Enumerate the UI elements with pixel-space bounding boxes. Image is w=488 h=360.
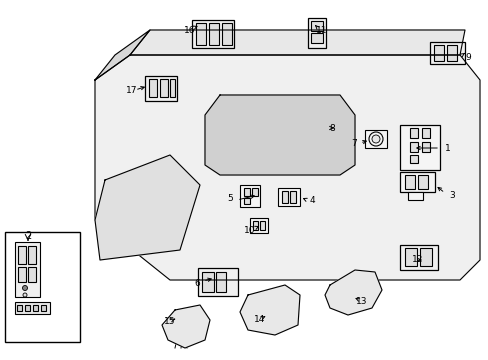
Bar <box>249 218 267 233</box>
Bar <box>17 305 22 311</box>
Bar <box>28 246 36 264</box>
Text: 4: 4 <box>308 195 314 204</box>
Bar <box>409 128 417 138</box>
Bar <box>192 20 234 48</box>
Circle shape <box>267 308 275 316</box>
Bar <box>421 142 429 152</box>
Text: 14: 14 <box>254 315 265 324</box>
Bar <box>399 172 434 192</box>
Bar <box>409 142 417 152</box>
Text: 8: 8 <box>328 123 334 132</box>
Polygon shape <box>95 155 200 260</box>
Bar <box>310 33 323 43</box>
Bar <box>278 188 299 206</box>
Bar <box>5 232 80 342</box>
Polygon shape <box>130 30 464 55</box>
Bar <box>33 305 38 311</box>
Bar <box>429 42 464 64</box>
Bar <box>25 305 30 311</box>
Bar <box>240 185 260 207</box>
Bar <box>325 118 340 146</box>
Bar <box>404 175 414 189</box>
Bar <box>244 198 249 204</box>
Bar <box>364 130 386 148</box>
Text: 13: 13 <box>356 297 367 306</box>
Polygon shape <box>240 285 299 335</box>
Bar <box>41 305 46 311</box>
Bar <box>28 267 36 282</box>
Bar <box>160 79 168 97</box>
Bar <box>328 122 337 130</box>
Bar <box>328 132 337 140</box>
Bar <box>399 125 439 170</box>
Circle shape <box>346 287 356 297</box>
Circle shape <box>22 285 27 291</box>
Polygon shape <box>95 30 150 80</box>
Bar <box>446 45 456 61</box>
Bar <box>417 175 427 189</box>
Bar <box>18 267 26 282</box>
Bar <box>251 188 258 196</box>
Text: 2: 2 <box>25 231 31 241</box>
Bar <box>399 245 437 270</box>
Text: 17: 17 <box>126 86 138 95</box>
Text: 6: 6 <box>194 279 200 288</box>
Text: 16: 16 <box>184 26 195 35</box>
Bar <box>409 155 417 163</box>
Text: 3: 3 <box>448 190 454 199</box>
Bar <box>244 188 249 196</box>
Text: 10: 10 <box>244 225 255 234</box>
Text: 9: 9 <box>464 53 470 62</box>
Bar <box>407 192 422 200</box>
Text: 12: 12 <box>411 256 423 265</box>
Bar <box>433 45 443 61</box>
Bar <box>419 248 431 266</box>
Polygon shape <box>162 305 209 348</box>
Bar <box>307 18 325 48</box>
Bar <box>196 23 205 45</box>
Circle shape <box>371 135 379 143</box>
Bar <box>421 128 429 138</box>
Bar <box>404 248 416 266</box>
Bar <box>282 191 287 203</box>
Bar <box>252 221 258 230</box>
Bar <box>198 268 238 296</box>
Bar <box>15 302 50 314</box>
Text: 11: 11 <box>316 26 327 35</box>
Text: 15: 15 <box>164 318 175 327</box>
Text: 5: 5 <box>226 194 232 202</box>
Polygon shape <box>95 55 479 280</box>
Bar <box>170 79 175 97</box>
Text: 1: 1 <box>444 144 450 153</box>
Bar <box>202 272 214 292</box>
Bar <box>260 221 264 230</box>
Bar <box>18 246 26 264</box>
Text: 7: 7 <box>350 139 356 148</box>
Bar <box>216 272 225 292</box>
Bar <box>145 76 177 101</box>
Polygon shape <box>325 270 381 315</box>
Polygon shape <box>204 95 354 175</box>
Bar <box>15 242 40 297</box>
Circle shape <box>23 293 27 297</box>
Bar <box>222 23 231 45</box>
Bar <box>208 23 219 45</box>
Bar <box>289 191 295 203</box>
Bar <box>149 79 157 97</box>
Bar <box>310 21 323 31</box>
